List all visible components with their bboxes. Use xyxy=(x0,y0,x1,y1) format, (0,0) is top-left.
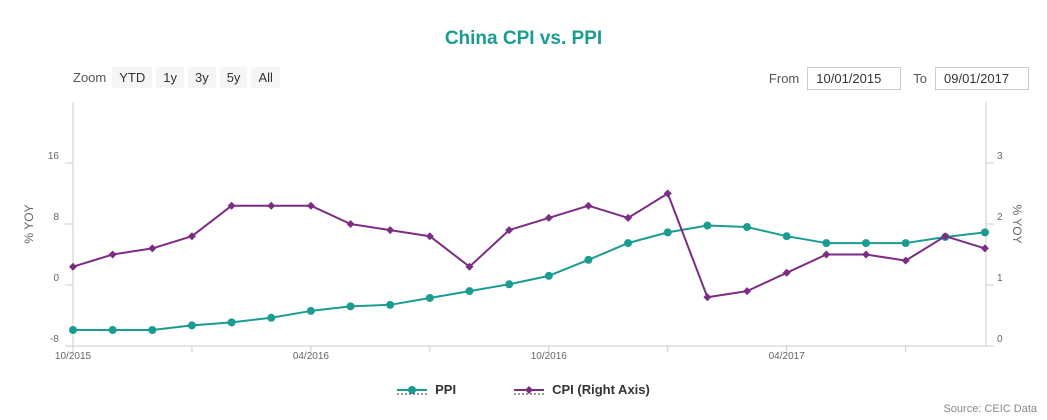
y-right-tick-label: 0 xyxy=(997,334,1003,345)
y-right-tick-label: 1 xyxy=(997,273,1003,284)
cpi-point xyxy=(703,293,712,302)
cpi-point xyxy=(227,201,236,210)
cpi-point xyxy=(901,256,910,265)
cpi-point xyxy=(980,244,989,253)
zoom-all-button[interactable]: All xyxy=(251,67,280,88)
ppi-point xyxy=(425,293,434,302)
cpi-point xyxy=(386,226,395,235)
ppi-point xyxy=(980,228,989,237)
cpi-line xyxy=(72,192,986,299)
legend-ppi-marker xyxy=(397,385,428,394)
zoom-controls: Zoom YTD 1y 3y 5y All xyxy=(73,67,280,88)
cpi-point xyxy=(108,250,117,259)
cpi-point xyxy=(267,201,276,210)
cpi-point xyxy=(346,220,355,228)
zoom-3y-button[interactable]: 3y xyxy=(187,67,216,88)
ppi-point xyxy=(386,300,395,309)
ppi-point xyxy=(306,306,315,315)
legend-item-ppi[interactable]: PPI xyxy=(397,382,456,397)
cpi-point xyxy=(624,213,633,222)
legend-cpi-marker xyxy=(514,385,545,394)
ppi-point xyxy=(703,221,712,230)
y-right-tick-label: 3 xyxy=(997,151,1003,162)
ppi-point xyxy=(624,239,633,248)
ppi-point xyxy=(901,239,910,248)
cpi-point xyxy=(187,232,196,241)
x-tick-label: 10/2016 xyxy=(531,351,568,362)
to-date-input[interactable]: 09/01/2017 xyxy=(935,67,1029,90)
cpi-point xyxy=(743,287,752,296)
cpi-point xyxy=(306,201,315,210)
ppi-line xyxy=(73,224,986,331)
cpi-point xyxy=(544,213,553,222)
cpi-point xyxy=(822,250,831,259)
cpi-point xyxy=(505,226,514,235)
ppi-point xyxy=(267,313,276,322)
cpi-point xyxy=(941,232,950,241)
x-tick-label: 04/2016 xyxy=(293,351,330,362)
x-tick-label: 10/2015 xyxy=(55,351,92,362)
ppi-point xyxy=(862,239,870,248)
legend-ppi-label: PPI xyxy=(435,382,457,397)
zoom-1y-button[interactable]: 1y xyxy=(156,67,184,88)
cpi-point xyxy=(584,201,593,210)
cpi-point xyxy=(465,262,474,271)
ppi-point xyxy=(346,302,355,311)
cpi-point xyxy=(69,262,77,271)
y-right-tick-label: 2 xyxy=(997,212,1003,223)
ppi-point xyxy=(148,325,157,334)
ppi-point xyxy=(69,325,77,334)
to-label: To xyxy=(913,71,927,86)
ppi-point xyxy=(227,318,236,327)
legend-cpi-label: CPI (Right Axis) xyxy=(552,382,650,397)
ppi-point xyxy=(187,321,196,330)
zoom-5y-button[interactable]: 5y xyxy=(219,67,248,88)
cpi-point xyxy=(862,250,870,259)
ppi-point xyxy=(782,232,791,241)
ppi-point xyxy=(465,287,474,296)
ppi-point xyxy=(108,325,117,334)
ppi-point xyxy=(584,255,593,264)
chart-legend: PPI CPI (Right Axis) xyxy=(0,382,1047,397)
cpi-point xyxy=(148,244,157,253)
legend-item-cpi[interactable]: CPI (Right Axis) xyxy=(514,382,650,397)
date-range: From 10/01/2015 To 09/01/2017 xyxy=(769,67,1029,90)
y-left-tick-label: 16 xyxy=(48,151,60,162)
y-left-axis-title: % YOY xyxy=(22,204,36,243)
cpi-point xyxy=(425,232,434,241)
x-tick-label: 04/2017 xyxy=(769,351,806,362)
from-date-input[interactable]: 10/01/2015 xyxy=(807,67,902,90)
ppi-point xyxy=(505,280,514,289)
zoom-label: Zoom xyxy=(73,70,107,85)
ppi-point xyxy=(544,271,553,280)
zoom-ytd-button[interactable]: YTD xyxy=(112,67,153,88)
y-left-tick-label: 0 xyxy=(53,273,59,284)
y-left-tick-label: -8 xyxy=(50,334,59,345)
y-left-tick-label: 8 xyxy=(53,212,59,223)
cpi-point xyxy=(782,268,791,277)
y-right-axis-title: % YOY xyxy=(1010,204,1024,243)
cpi-point xyxy=(663,189,672,198)
from-label: From xyxy=(768,71,800,86)
ppi-point xyxy=(663,228,672,237)
source-note: Source: CEIC Data xyxy=(943,403,1037,415)
chart-title: China CPI vs. PPI xyxy=(444,28,603,49)
ppi-point xyxy=(743,223,752,232)
ppi-point xyxy=(822,239,831,248)
